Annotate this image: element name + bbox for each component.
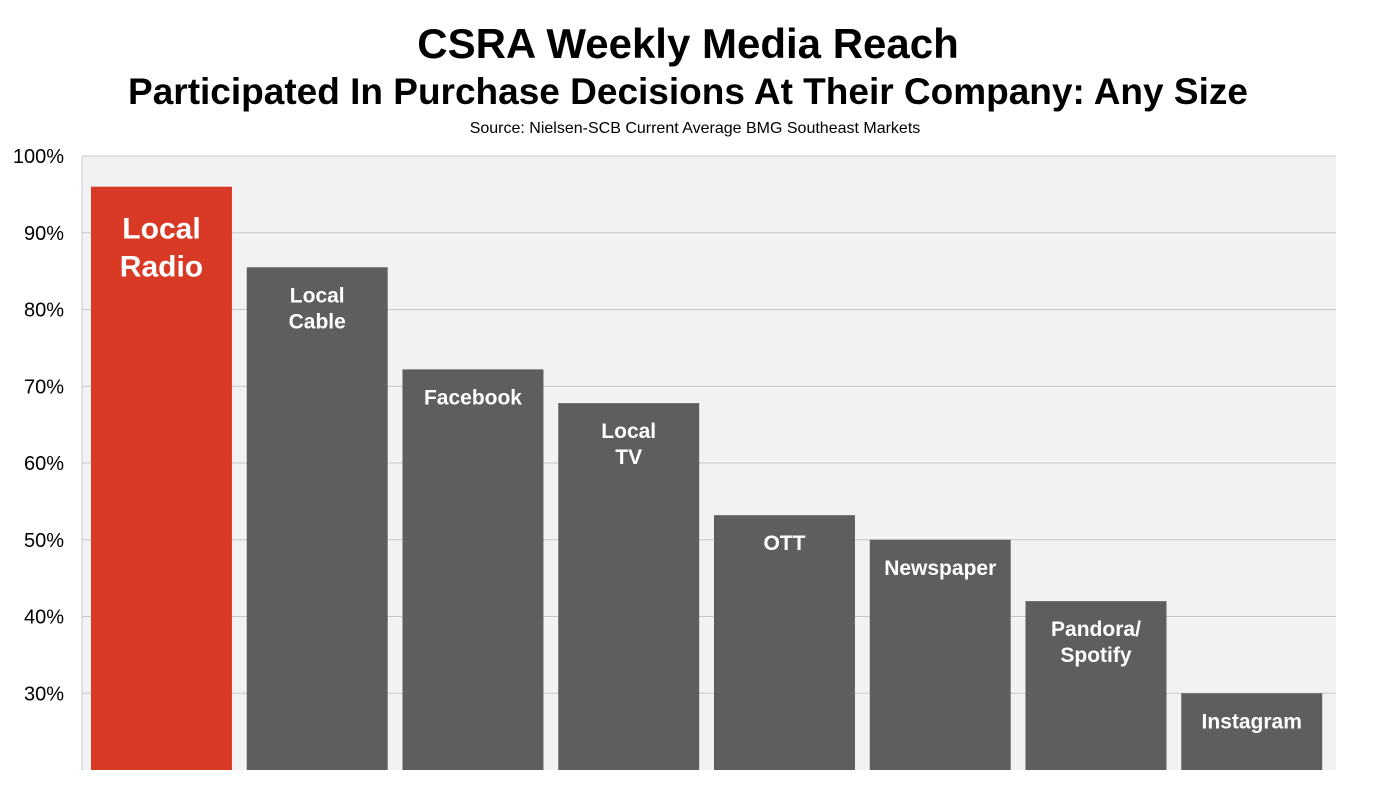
y-tick-label: 80% — [24, 300, 64, 322]
y-tick-label: 50% — [24, 530, 64, 552]
bar-label: Radio — [120, 251, 203, 284]
bar — [1181, 693, 1323, 770]
bar — [714, 515, 855, 770]
y-tick-label: 40% — [24, 607, 64, 629]
bar — [558, 403, 700, 770]
y-tick-label: 60% — [24, 453, 64, 475]
bar-label: Pandora/ — [1051, 618, 1141, 641]
bar-label: Instagram — [1202, 710, 1302, 733]
y-tick-label: 30% — [24, 683, 64, 705]
bar — [869, 539, 1011, 770]
bar-label: Cable — [289, 310, 346, 333]
bar-label: Local — [601, 420, 656, 443]
bar-label: Facebook — [424, 386, 522, 409]
bar-label: Local — [122, 213, 200, 246]
bar — [402, 369, 544, 770]
bars: Local Radio Local Cable Facebook Local TV OTT Ne… — [91, 186, 1323, 770]
y-tick-label: 70% — [24, 376, 64, 398]
bar-label: Newspaper — [884, 557, 996, 580]
chart-source: Source: Nielsen-SCB Current Average BMG … — [469, 120, 921, 137]
bar-label: Local — [290, 284, 345, 307]
y-tick-label: 90% — [24, 223, 64, 245]
bar-label: OTT — [763, 532, 805, 555]
bar-label: TV — [615, 446, 642, 469]
bar-label: Spotify — [1060, 644, 1131, 667]
bar — [246, 267, 388, 770]
chart-title: CSRA Weekly Media Reach — [417, 20, 959, 67]
y-tick-label: 100% — [13, 146, 64, 168]
bar — [1025, 601, 1167, 770]
y-axis: 30% 40% 50% 60% 70% 80% 90% 100% — [13, 146, 83, 770]
bar — [91, 186, 232, 770]
chart-subtitle: Participated In Purchase Decisions At Th… — [128, 71, 1248, 112]
